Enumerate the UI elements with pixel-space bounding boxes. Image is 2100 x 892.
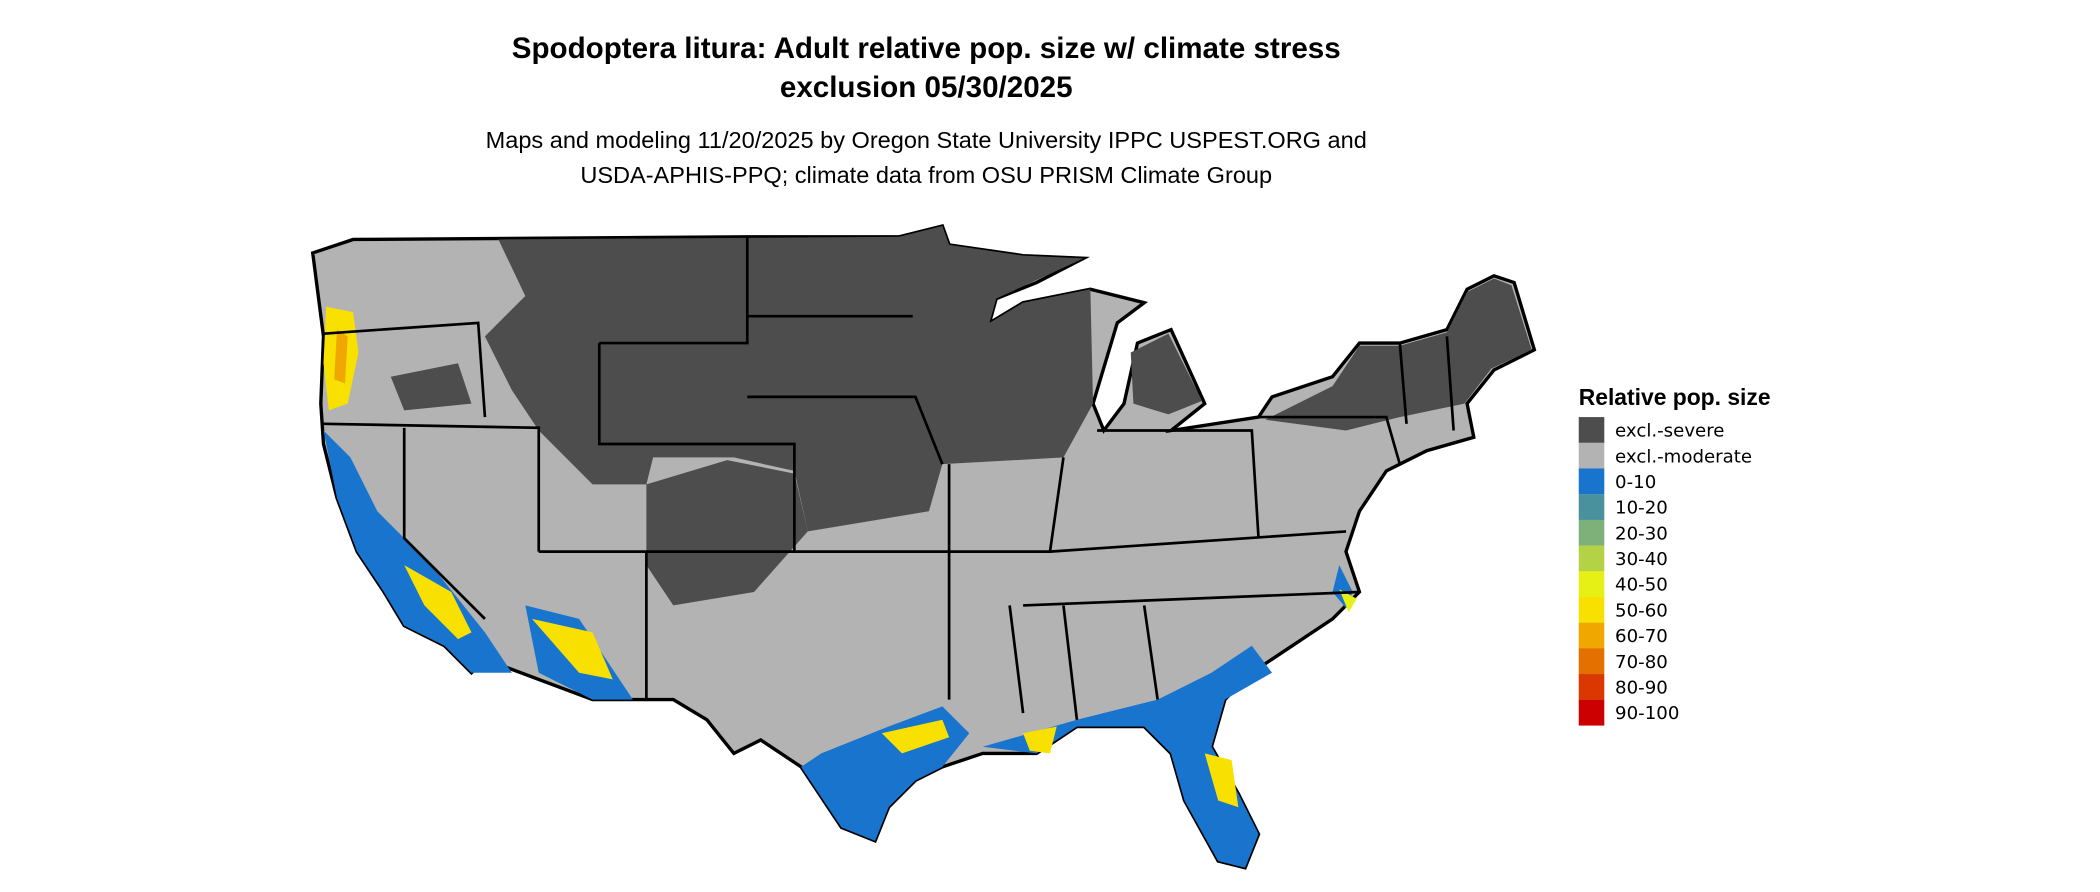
legend-label: 0-10 bbox=[1615, 472, 1656, 493]
legend-swatch bbox=[1578, 571, 1605, 598]
subtitle-line-2: USDA-APHIS-PPQ; climate data from OSU PR… bbox=[580, 162, 1272, 188]
legend-label: 70-80 bbox=[1615, 652, 1668, 673]
us-map bbox=[310, 224, 1537, 870]
subtitle-line-1: Maps and modeling 11/20/2025 by Oregon S… bbox=[486, 127, 1367, 153]
legend-swatch bbox=[1578, 674, 1605, 700]
legend-label: 60-70 bbox=[1615, 626, 1668, 647]
legend: Relative pop. size excl.-severe excl.-mod… bbox=[1578, 384, 1771, 726]
legend-label: 50-60 bbox=[1615, 600, 1668, 621]
legend-swatch bbox=[1578, 519, 1605, 546]
legend-swatch bbox=[1578, 545, 1605, 572]
title-line-1: Spodoptera litura: Adult relative pop. s… bbox=[512, 32, 1341, 65]
legend-swatch bbox=[1578, 596, 1605, 623]
legend-label: excl.-severe bbox=[1615, 421, 1724, 442]
legend-label: 40-50 bbox=[1615, 575, 1668, 596]
legend-title: Relative pop. size bbox=[1579, 384, 1771, 410]
legend-label: excl.-moderate bbox=[1615, 446, 1752, 467]
legend-swatch bbox=[1578, 468, 1605, 495]
title-line-2: exclusion 05/30/2025 bbox=[780, 71, 1073, 104]
legend-swatch bbox=[1578, 494, 1605, 520]
legend-swatch bbox=[1578, 622, 1605, 649]
legend-label: 90-100 bbox=[1615, 703, 1679, 724]
legend-label: 20-30 bbox=[1615, 523, 1668, 544]
legend-label: 80-90 bbox=[1615, 678, 1668, 699]
legend-swatch bbox=[1578, 442, 1605, 469]
state-borders bbox=[323, 235, 1455, 720]
legend-label: 10-20 bbox=[1615, 498, 1668, 519]
legend-swatch bbox=[1578, 699, 1605, 726]
legend-label: 30-40 bbox=[1615, 549, 1668, 570]
legend-swatch bbox=[1578, 417, 1605, 443]
legend-swatch bbox=[1578, 648, 1605, 675]
region-excl-severe bbox=[390, 226, 1532, 606]
